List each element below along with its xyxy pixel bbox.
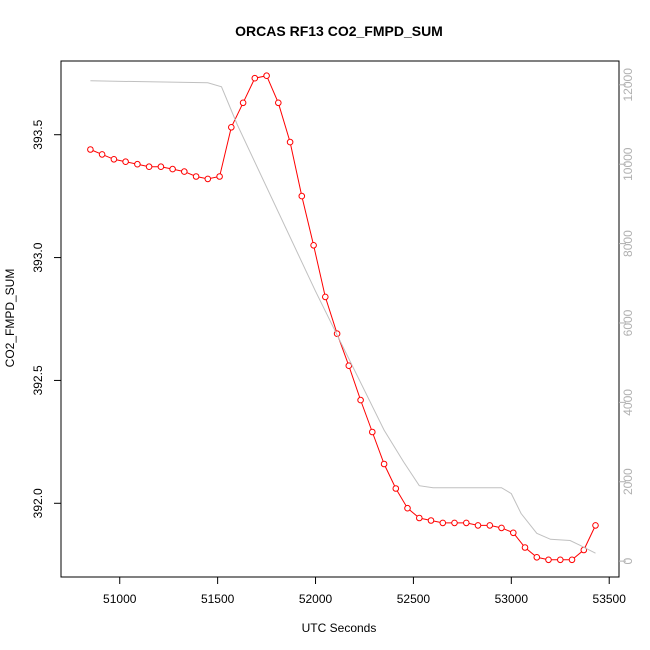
series-1-point: [474, 522, 482, 529]
series-1-point: [204, 175, 212, 183]
series-1-point: [157, 163, 165, 170]
series-1-point: [98, 151, 106, 158]
x-tick-label: 53000: [495, 592, 529, 606]
series-1-point: [439, 519, 447, 527]
y2-tick-label: 0: [621, 557, 635, 564]
series-1-point: [521, 544, 529, 551]
y-tick-label: 393.5: [31, 119, 45, 149]
series-1-point: [357, 396, 364, 404]
y-tick-label: 393.0: [31, 242, 45, 272]
series-1-point: [510, 529, 517, 537]
series-1-point: [533, 554, 541, 561]
series-1-point: [134, 160, 141, 168]
series-1-point: [298, 192, 306, 200]
series-1-point: [181, 168, 188, 175]
series-layer: [87, 72, 599, 564]
y2-tick-label: 8000: [621, 230, 635, 257]
series-1-point: [122, 158, 129, 165]
y2-tick-label: 2000: [621, 468, 635, 495]
series-1-point: [216, 173, 223, 180]
series-1-point: [228, 124, 235, 131]
series-1-point: [263, 72, 270, 79]
series-1-point: [498, 524, 505, 532]
x-axis: 51000 51500 52000 52500 53000 53500: [103, 576, 627, 606]
y2-tick-label: 4000: [621, 389, 635, 416]
series-2-line: [90, 80, 596, 554]
chart-title: ORCAS RF13 CO2_FMPD_SUM: [235, 23, 443, 39]
x-tick-label: 53500: [593, 592, 627, 606]
y-tick-label: 392.0: [31, 488, 45, 518]
series-1-point: [545, 556, 552, 564]
series-1-point: [286, 138, 294, 146]
x-axis-label: UTC Seconds: [302, 621, 377, 635]
series-1-point: [345, 362, 353, 370]
y2-tick-label: 6000: [621, 309, 635, 336]
series-1-point: [557, 556, 564, 564]
series-1-point: [145, 163, 153, 170]
series-1-point: [427, 517, 435, 524]
x-tick-label: 51500: [201, 592, 235, 606]
series-1-point: [192, 173, 200, 180]
y2-tick-label: 10000: [621, 147, 635, 181]
x-tick-label: 52500: [397, 592, 431, 606]
series-1-point: [369, 428, 376, 436]
series-1-point: [239, 99, 247, 107]
x-tick-label: 52000: [299, 592, 333, 606]
series-1-point: [380, 460, 388, 468]
series-1-point: [169, 165, 176, 173]
series-1-point: [568, 556, 576, 564]
series-1-point: [451, 519, 458, 527]
y-tick-label: 392.5: [31, 365, 45, 395]
series-1-point: [310, 242, 317, 249]
series-1-point: [404, 504, 411, 512]
series-1-point: [87, 146, 94, 153]
series-1-point: [251, 74, 259, 82]
series-1-point: [275, 99, 282, 107]
series-1-point: [110, 156, 118, 163]
y-axis-label: CO2_FMPD_SUM: [3, 269, 17, 368]
series-1-point: [486, 522, 494, 529]
series-1-point: [392, 485, 400, 492]
y-axis: 392.0 392.5 393.0 393.5: [31, 119, 61, 518]
series-1-point: [416, 514, 423, 522]
y2-tick-label: 12000: [621, 68, 635, 102]
y2-axis: 0 2000 4000 6000 8000 10000 12000: [619, 68, 635, 564]
x-tick-label: 51000: [103, 592, 137, 606]
series-1-point: [463, 519, 470, 527]
series-1-point: [592, 522, 599, 529]
series-1-point: [322, 293, 329, 301]
